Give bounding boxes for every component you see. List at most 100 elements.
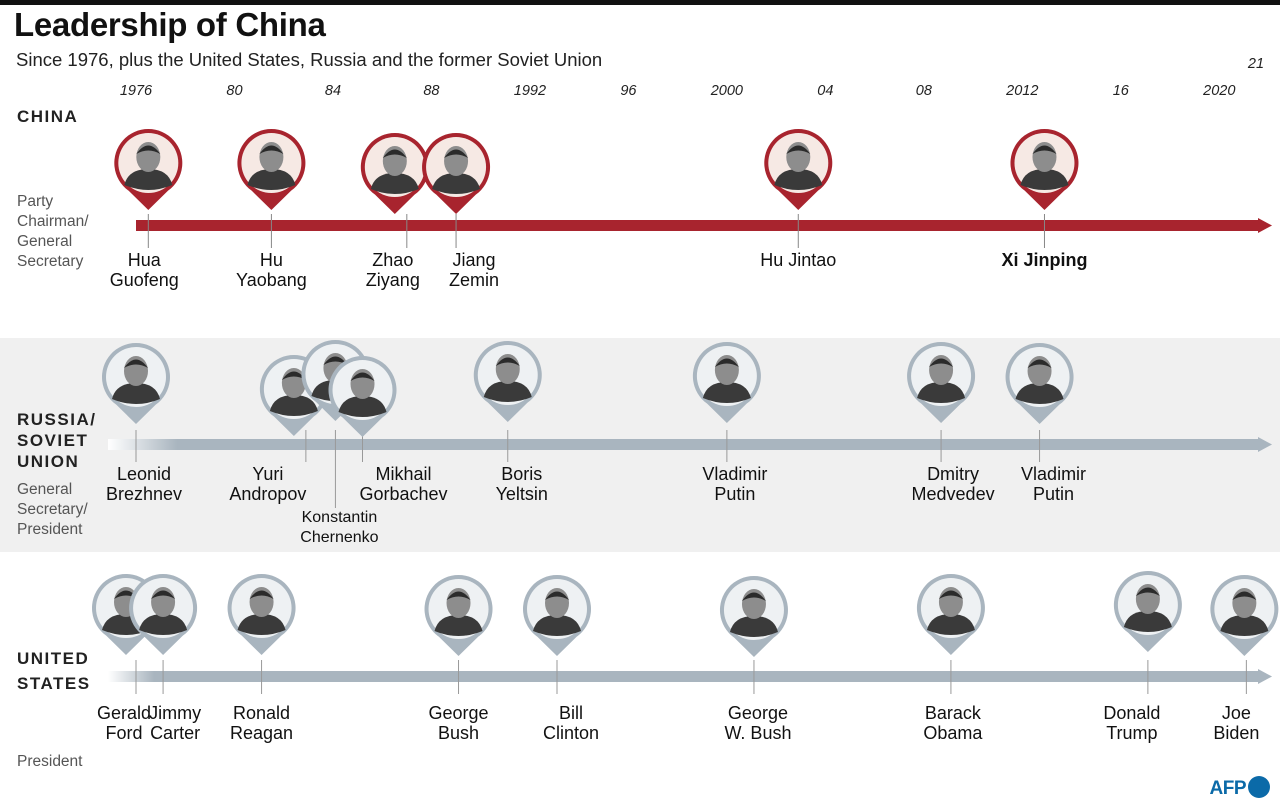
portrait-hair bbox=[741, 592, 766, 601]
us-leader-pin bbox=[1113, 570, 1182, 652]
portrait-shoulders bbox=[1020, 169, 1069, 190]
us-heading: UNITED STATES bbox=[17, 649, 91, 693]
top-rule bbox=[0, 0, 1280, 5]
china-leader-pin bbox=[764, 129, 833, 210]
china-heading: CHINA bbox=[17, 107, 79, 126]
china-leader-name: Zhao Ziyang bbox=[365, 250, 420, 290]
portrait-shoulders bbox=[774, 169, 823, 190]
portrait-hair bbox=[350, 372, 375, 381]
portrait-hair bbox=[124, 359, 148, 368]
china-timeline-bar bbox=[136, 220, 1260, 231]
portrait-shoulders bbox=[1123, 611, 1172, 632]
portrait-shoulders bbox=[1220, 615, 1269, 636]
portrait-shoulders bbox=[124, 169, 173, 190]
year-label: 04 bbox=[817, 83, 834, 99]
us-leader-name: Bill Clinton bbox=[542, 703, 600, 743]
russia-heading: RUSSIA/ SOVIET UNION bbox=[17, 410, 97, 471]
us-leader-pin bbox=[523, 575, 592, 656]
year-label: 2020 bbox=[1203, 83, 1236, 99]
china-leader-pin bbox=[360, 133, 429, 214]
china-leader-name: Xi Jinping bbox=[1001, 250, 1088, 270]
year-label: 80 bbox=[226, 83, 243, 99]
portrait-shoulders bbox=[112, 383, 160, 404]
us-leader-name: Gerald Ford bbox=[96, 703, 152, 743]
china-leader-pin bbox=[1010, 129, 1079, 210]
us-leader-pin bbox=[719, 576, 788, 657]
portrait-hair bbox=[151, 590, 176, 599]
year-label: 08 bbox=[915, 83, 932, 99]
portrait-hair bbox=[444, 149, 469, 158]
portrait-shoulders bbox=[702, 382, 751, 403]
portrait-shoulders bbox=[269, 395, 318, 416]
russia-timeline-bar bbox=[108, 439, 1260, 450]
russia-leader-pin bbox=[907, 342, 976, 423]
portrait-hair bbox=[323, 356, 348, 365]
russia-leader-pin bbox=[328, 355, 397, 437]
us-leader-name: Barack Obama bbox=[923, 703, 983, 743]
china-timeline-arrow bbox=[1258, 218, 1272, 233]
russia-role: General Secretary/ President bbox=[17, 481, 88, 538]
portrait-hair bbox=[495, 357, 520, 366]
afp-logo: AFP bbox=[1210, 776, 1270, 800]
us-leader-name: Ronald Reagan bbox=[230, 703, 294, 743]
portrait-shoulders bbox=[917, 382, 966, 403]
russia-leader-pin bbox=[473, 341, 542, 422]
portrait-hair bbox=[114, 590, 138, 599]
portrait-hair bbox=[281, 371, 306, 380]
portrait-shoulders bbox=[338, 396, 387, 417]
year-label: 1992 bbox=[513, 83, 547, 99]
year-label: 84 bbox=[324, 83, 342, 99]
portrait-hair bbox=[259, 145, 284, 154]
us-leader-pin bbox=[916, 574, 985, 655]
portrait-hair bbox=[929, 358, 954, 367]
china-leader-pin bbox=[237, 129, 306, 210]
portrait-hair bbox=[1027, 359, 1052, 368]
portrait-shoulders bbox=[1015, 383, 1064, 404]
afp-logo-dot bbox=[1248, 776, 1270, 798]
us-leader-pin bbox=[1210, 574, 1279, 656]
russia-leader-name: Yuri Andropov bbox=[229, 464, 307, 504]
russia-leader-pin bbox=[1005, 343, 1074, 424]
us-leader-name: Joe Biden bbox=[1213, 703, 1260, 743]
portrait-hair bbox=[446, 591, 471, 600]
portrait-shoulders bbox=[370, 173, 419, 194]
china-leader-name: Hua Guofeng bbox=[109, 250, 179, 290]
china-leader-pin bbox=[114, 129, 183, 210]
portrait-hair bbox=[786, 145, 811, 154]
china-leader-name: Jiang Zemin bbox=[449, 250, 500, 290]
portrait-hair bbox=[136, 145, 161, 154]
russia-leader-name: Boris Yeltsin bbox=[495, 464, 548, 504]
russia-leader-pin bbox=[102, 343, 171, 424]
page-subtitle: Since 1976, plus the United States, Russ… bbox=[16, 49, 603, 70]
portrait-hair bbox=[1135, 587, 1160, 596]
portrait-shoulders bbox=[237, 614, 286, 635]
portrait-shoulders bbox=[139, 614, 188, 635]
russia-leader-name: Leonid Brezhnev bbox=[105, 464, 183, 504]
us-leader-pin bbox=[424, 575, 493, 656]
portrait-shoulders bbox=[533, 615, 582, 636]
us-timeline-arrow bbox=[1258, 669, 1272, 684]
russia-timeline-arrow bbox=[1258, 437, 1272, 452]
russia-leader-name: Vladimir Putin bbox=[1021, 464, 1087, 504]
portrait-hair bbox=[714, 358, 739, 367]
russia-leader-name: Mikhail Gorbachev bbox=[359, 464, 448, 504]
china-leader-name: Hu Jintao bbox=[760, 250, 837, 270]
page-title: Leadership of China bbox=[14, 6, 326, 43]
russia-leader-name: Konstantin Chernenko bbox=[300, 509, 379, 546]
us-leader-name: Jimmy Carter bbox=[149, 703, 202, 743]
portrait-shoulders bbox=[483, 381, 532, 402]
portrait-hair bbox=[1032, 145, 1057, 154]
china-role: Party Chairman/ General Secretary bbox=[17, 193, 89, 270]
us-role: President bbox=[17, 753, 83, 770]
portrait-shoulders bbox=[729, 616, 778, 637]
year-label: 88 bbox=[423, 83, 440, 99]
portrait-hair bbox=[382, 149, 407, 158]
year-label: 1976 bbox=[119, 83, 153, 99]
russia-leader-pin bbox=[692, 342, 761, 423]
us-leader-pin bbox=[227, 574, 296, 655]
year-label: 2012 bbox=[1006, 83, 1039, 99]
china-leader-name: Hu Yaobang bbox=[236, 250, 307, 290]
year-label: 16 bbox=[1112, 83, 1129, 99]
portrait-shoulders bbox=[926, 614, 975, 635]
